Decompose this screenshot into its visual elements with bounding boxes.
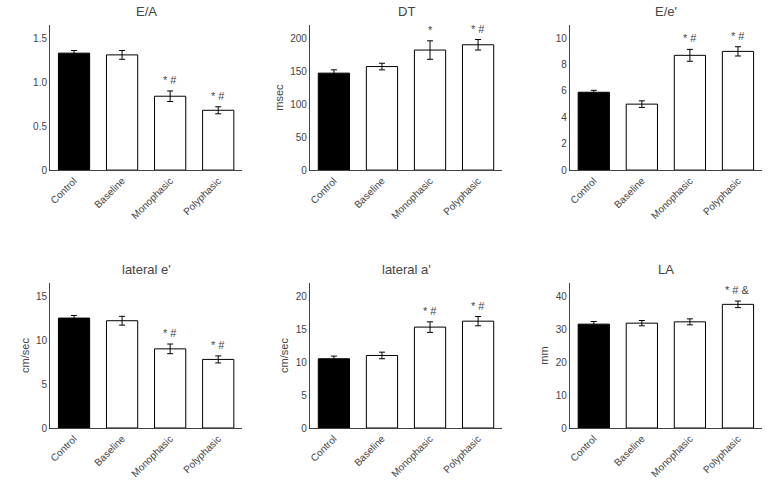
svg-text:Polyphasic: Polyphasic: [441, 175, 483, 217]
svg-text:200: 200: [290, 33, 307, 44]
svg-text:cm/sec: cm/sec: [278, 338, 290, 373]
svg-text:50: 50: [296, 132, 308, 143]
svg-text:Control: Control: [308, 433, 339, 464]
svg-text:40: 40: [556, 291, 568, 302]
svg-text:Polyphasic: Polyphasic: [701, 433, 743, 475]
svg-text:100: 100: [290, 99, 307, 110]
svg-text:20: 20: [296, 291, 308, 302]
svg-text:0.5: 0.5: [33, 121, 47, 132]
svg-text:4: 4: [561, 112, 567, 123]
svg-text:5: 5: [301, 390, 307, 401]
svg-text:* # &: * # &: [725, 284, 750, 296]
svg-text:Monophasic: Monophasic: [649, 433, 695, 479]
svg-text:Baseline: Baseline: [352, 433, 387, 468]
svg-text:15: 15: [296, 324, 308, 335]
svg-text:Monophasic: Monophasic: [129, 175, 175, 221]
svg-text:cm/sec: cm/sec: [19, 338, 31, 373]
svg-text:DT: DT: [398, 4, 415, 19]
svg-text:0: 0: [301, 423, 307, 434]
svg-text:Control: Control: [48, 175, 79, 206]
svg-text:0: 0: [41, 423, 47, 434]
svg-text:Control: Control: [308, 175, 339, 206]
svg-text:10: 10: [296, 357, 308, 368]
svg-text:* #: * #: [683, 32, 697, 44]
svg-text:8: 8: [561, 59, 567, 70]
svg-text:30: 30: [556, 324, 568, 335]
svg-text:10: 10: [556, 33, 568, 44]
svg-text:Monophasic: Monophasic: [389, 433, 435, 479]
svg-text:* #: * #: [423, 305, 437, 317]
svg-text:10: 10: [556, 390, 568, 401]
svg-text:Baseline: Baseline: [352, 175, 387, 210]
svg-text:Baseline: Baseline: [612, 175, 647, 210]
svg-text:* #: * #: [731, 30, 745, 42]
svg-text:2: 2: [561, 138, 567, 149]
svg-text:20: 20: [556, 357, 568, 368]
svg-text:Monophasic: Monophasic: [389, 175, 435, 221]
svg-text:5: 5: [41, 379, 47, 390]
svg-text:Polyphasic: Polyphasic: [441, 433, 483, 475]
svg-text:1.0: 1.0: [33, 77, 47, 88]
svg-text:LA: LA: [658, 262, 674, 277]
svg-text:Monophasic: Monophasic: [129, 433, 175, 479]
svg-text:E/e': E/e': [655, 4, 677, 19]
svg-text:*: *: [428, 24, 433, 36]
svg-text:E/A: E/A: [136, 4, 157, 19]
svg-text:150: 150: [290, 66, 307, 77]
svg-text:* #: * #: [163, 74, 177, 86]
svg-text:Baseline: Baseline: [92, 175, 127, 210]
svg-text:15: 15: [36, 291, 48, 302]
svg-text:Control: Control: [48, 433, 79, 464]
svg-text:* #: * #: [163, 327, 177, 339]
svg-text:Baseline: Baseline: [92, 433, 127, 468]
svg-text:6: 6: [561, 85, 567, 96]
svg-text:Polyphasic: Polyphasic: [181, 175, 223, 217]
svg-text:Control: Control: [568, 433, 599, 464]
svg-text:mm: mm: [538, 346, 550, 364]
svg-text:1.5: 1.5: [33, 33, 47, 44]
svg-text:0: 0: [301, 165, 307, 176]
svg-text:Baseline: Baseline: [612, 433, 647, 468]
svg-text:10: 10: [36, 335, 48, 346]
svg-text:Polyphasic: Polyphasic: [701, 175, 743, 217]
svg-text:Control: Control: [568, 175, 599, 206]
svg-text:lateral a': lateral a': [382, 262, 431, 277]
svg-text:* #: * #: [211, 339, 225, 351]
svg-text:0: 0: [41, 165, 47, 176]
svg-text:lateral e': lateral e': [122, 262, 171, 277]
svg-text:0: 0: [561, 165, 567, 176]
svg-text:0: 0: [561, 423, 567, 434]
svg-text:* #: * #: [471, 23, 485, 35]
svg-text:Monophasic: Monophasic: [649, 175, 695, 221]
svg-text:msec: msec: [273, 84, 285, 111]
svg-text:Polyphasic: Polyphasic: [181, 433, 223, 475]
svg-text:* #: * #: [471, 300, 485, 312]
svg-text:* #: * #: [211, 90, 225, 102]
